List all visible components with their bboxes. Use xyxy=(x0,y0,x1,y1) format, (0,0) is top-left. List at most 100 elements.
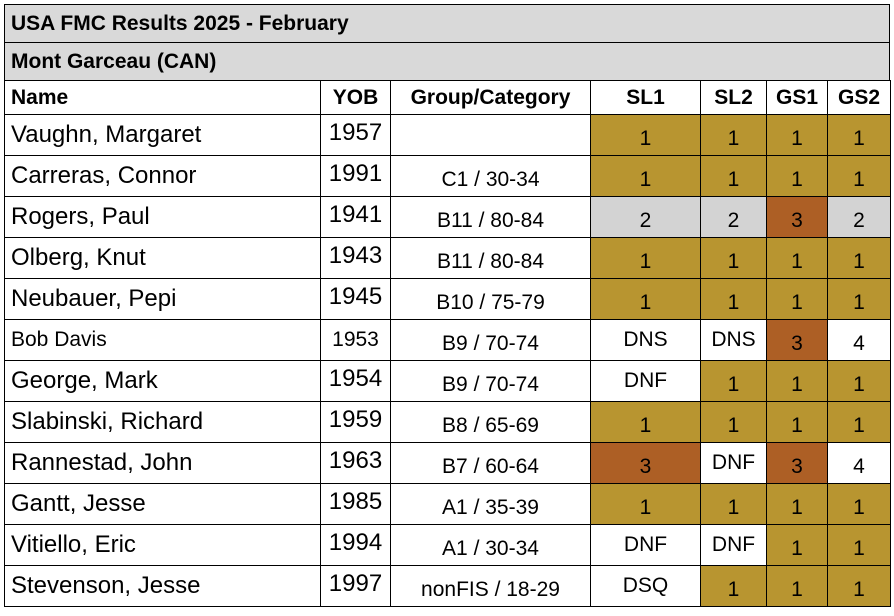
result-sl1: 1 xyxy=(590,483,701,525)
result-sl2: 2 xyxy=(700,196,767,238)
athlete-name: Gantt, Jesse xyxy=(4,483,321,525)
group-category: C1 / 30-34 xyxy=(390,155,591,197)
table-row: Gantt, Jesse 1985 A1 / 35-39 1 1 1 1 xyxy=(4,483,891,525)
table-row: Olberg, Knut 1943 B11 / 80-84 1 1 1 1 xyxy=(4,237,891,279)
result-sl2: 1 xyxy=(700,237,767,279)
group-category: nonFIS / 18-29 xyxy=(390,565,591,607)
year-of-birth: 1945 xyxy=(320,278,391,320)
result-sl2: 1 xyxy=(700,278,767,320)
athlete-name: Rogers, Paul xyxy=(4,196,321,238)
header-yob: YOB xyxy=(320,80,391,115)
result-gs2: 4 xyxy=(827,442,891,484)
result-gs1: 1 xyxy=(766,524,828,566)
result-sl2: DNF xyxy=(700,524,767,566)
result-gs1: 1 xyxy=(766,237,828,279)
year-of-birth: 1963 xyxy=(320,442,391,484)
athlete-name: Neubauer, Pepi xyxy=(4,278,321,320)
result-sl2: 1 xyxy=(700,401,767,443)
result-sl1: DNF xyxy=(590,524,701,566)
athlete-name: Carreras, Connor xyxy=(4,155,321,197)
result-sl2: 1 xyxy=(700,114,767,156)
result-gs1: 1 xyxy=(766,278,828,320)
result-gs2: 2 xyxy=(827,196,891,238)
table-row: Neubauer, Pepi 1945 B10 / 75-79 1 1 1 1 xyxy=(4,278,891,320)
header-row: Name YOB Group/Category SL1 SL2 GS1 GS2 xyxy=(4,80,891,115)
header-group: Group/Category xyxy=(390,80,591,115)
athlete-name: Stevenson, Jesse xyxy=(4,565,321,607)
result-gs2: 1 xyxy=(827,401,891,443)
year-of-birth: 1985 xyxy=(320,483,391,525)
group-category: B8 / 65-69 xyxy=(390,401,591,443)
result-gs1: 1 xyxy=(766,483,828,525)
header-gs2: GS2 xyxy=(827,80,891,115)
year-of-birth: 1953 xyxy=(320,319,391,361)
table-row: Bob Davis 1953 B9 / 70-74 DNS DNS 3 4 xyxy=(4,319,891,361)
result-sl1: 1 xyxy=(590,155,701,197)
result-sl2: DNF xyxy=(700,442,767,484)
year-of-birth: 1957 xyxy=(320,114,391,156)
venue-subtitle: Mont Garceau (CAN) xyxy=(4,42,890,80)
header-gs1: GS1 xyxy=(766,80,828,115)
table-row: Carreras, Connor 1991 C1 / 30-34 1 1 1 1 xyxy=(4,155,891,197)
results-body: Vaughn, Margaret 1957 1 1 1 1 Carreras, Connor… xyxy=(4,114,891,607)
result-gs2: 1 xyxy=(827,360,891,402)
result-gs1: 1 xyxy=(766,401,828,443)
result-gs1: 1 xyxy=(766,565,828,607)
result-sl2: 1 xyxy=(700,565,767,607)
table-row: George, Mark 1954 B9 / 70-74 DNF 1 1 1 xyxy=(4,360,891,402)
result-gs1: 3 xyxy=(766,196,828,238)
result-gs2: 1 xyxy=(827,278,891,320)
year-of-birth: 1959 xyxy=(320,401,391,443)
year-of-birth: 1994 xyxy=(320,524,391,566)
result-gs2: 1 xyxy=(827,524,891,566)
page-title: USA FMC Results 2025 - February xyxy=(4,4,890,42)
group-category: A1 / 30-34 xyxy=(390,524,591,566)
results-sheet: USA FMC Results 2025 - February Mont Gar… xyxy=(4,4,891,607)
result-gs1: 3 xyxy=(766,442,828,484)
result-sl1: DNS xyxy=(590,319,701,361)
table-row: Vaughn, Margaret 1957 1 1 1 1 xyxy=(4,114,891,156)
result-gs2: 4 xyxy=(827,319,891,361)
header-sl1: SL1 xyxy=(590,80,701,115)
result-sl1: DSQ xyxy=(590,565,701,607)
result-sl1: 1 xyxy=(590,401,701,443)
table-row: Vitiello, Eric 1994 A1 / 30-34 DNF DNF 1 1 xyxy=(4,524,891,566)
result-gs1: 1 xyxy=(766,155,828,197)
result-gs2: 1 xyxy=(827,237,891,279)
result-sl1: 1 xyxy=(590,278,701,320)
result-sl1: 3 xyxy=(590,442,701,484)
result-sl2: DNS xyxy=(700,319,767,361)
year-of-birth: 1954 xyxy=(320,360,391,402)
result-gs1: 1 xyxy=(766,360,828,402)
year-of-birth: 1941 xyxy=(320,196,391,238)
results-table: Name YOB Group/Category SL1 SL2 GS1 GS2 … xyxy=(4,80,891,607)
result-sl2: 1 xyxy=(700,155,767,197)
result-sl1: 2 xyxy=(590,196,701,238)
result-gs2: 1 xyxy=(827,155,891,197)
group-category: B10 / 75-79 xyxy=(390,278,591,320)
result-gs2: 1 xyxy=(827,483,891,525)
athlete-name: Vitiello, Eric xyxy=(4,524,321,566)
group-category: B11 / 80-84 xyxy=(390,237,591,279)
result-sl2: 1 xyxy=(700,360,767,402)
athlete-name: Olberg, Knut xyxy=(4,237,321,279)
result-gs1: 1 xyxy=(766,114,828,156)
group-category: B11 / 80-84 xyxy=(390,196,591,238)
group-category: B9 / 70-74 xyxy=(390,319,591,361)
table-row: Rannestad, John 1963 B7 / 60-64 3 DNF 3 4 xyxy=(4,442,891,484)
group-category: A1 / 35-39 xyxy=(390,483,591,525)
athlete-name: Bob Davis xyxy=(4,319,321,361)
athlete-name: Rannestad, John xyxy=(4,442,321,484)
year-of-birth: 1943 xyxy=(320,237,391,279)
group-category: B7 / 60-64 xyxy=(390,442,591,484)
result-gs2: 1 xyxy=(827,565,891,607)
athlete-name: Vaughn, Margaret xyxy=(4,114,321,156)
year-of-birth: 1997 xyxy=(320,565,391,607)
header-name: Name xyxy=(4,80,321,115)
athlete-name: George, Mark xyxy=(4,360,321,402)
header-sl2: SL2 xyxy=(700,80,767,115)
result-gs2: 1 xyxy=(827,114,891,156)
athlete-name: Slabinski, Richard xyxy=(4,401,321,443)
table-row: Stevenson, Jesse 1997 nonFIS / 18-29 DSQ 1 1 1 xyxy=(4,565,891,607)
table-row: Slabinski, Richard 1959 B8 / 65-69 1 1 1 1 xyxy=(4,401,891,443)
